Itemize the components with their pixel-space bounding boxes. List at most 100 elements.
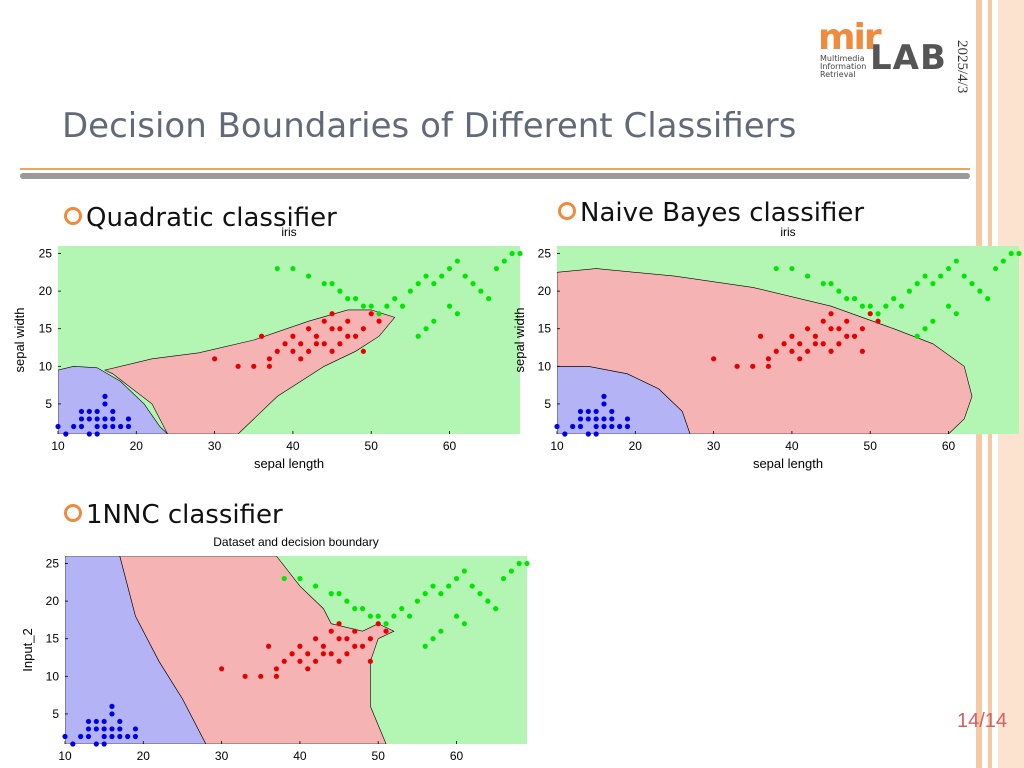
point-blue (63, 431, 69, 437)
x-tick-label: 20 (137, 749, 151, 763)
point-green (1008, 250, 1014, 257)
point-red (383, 628, 389, 634)
point-red (765, 356, 772, 362)
point-blue (624, 416, 631, 422)
point-red (851, 333, 858, 339)
point-green (524, 560, 530, 567)
point-red (312, 658, 319, 664)
point-green (406, 613, 413, 619)
point-green (836, 288, 842, 294)
x-tick-label: 40 (293, 749, 307, 763)
point-red (242, 673, 248, 679)
point-red (321, 341, 327, 347)
point-green (336, 591, 342, 597)
point-red (344, 636, 350, 642)
point-red (320, 651, 327, 657)
point-red (281, 658, 287, 664)
point-red (828, 311, 834, 317)
point-green (462, 273, 468, 279)
bullet-1nnc: 1NNC classifier (64, 500, 283, 530)
x-tick-label: 30 (215, 749, 229, 763)
point-red (258, 333, 265, 339)
point-blue (109, 711, 115, 717)
point-green (414, 598, 420, 604)
point-green (500, 575, 507, 582)
point-green (329, 281, 335, 287)
point-red (781, 341, 787, 347)
y-tick-label: 20 (39, 284, 53, 298)
region-red (557, 268, 973, 434)
point-red (298, 341, 304, 347)
point-green (431, 318, 437, 324)
x-tick-label: 10 (51, 439, 65, 453)
x-axis-label: sepal length (753, 456, 823, 471)
point-blue (94, 423, 100, 430)
point-green (376, 311, 382, 317)
x-tick-label: 50 (864, 439, 878, 453)
point-red (359, 643, 366, 649)
point-red (797, 356, 803, 362)
point-green (953, 311, 959, 317)
point-blue (78, 423, 85, 430)
point-red (367, 636, 373, 642)
point-green (891, 296, 897, 302)
point-blue (85, 718, 92, 725)
plot-area (58, 246, 520, 434)
point-red (313, 341, 320, 347)
point-blue (109, 726, 115, 732)
point-blue (585, 408, 591, 415)
point-blue (70, 741, 76, 747)
point-red (875, 318, 881, 324)
point-green (820, 281, 826, 287)
point-green (415, 281, 421, 287)
point-green (470, 281, 476, 287)
point-green (328, 591, 334, 597)
point-green (423, 273, 429, 279)
point-green (493, 265, 500, 272)
point-red (266, 363, 273, 369)
point-green (875, 311, 881, 317)
point-green (1000, 258, 1006, 264)
point-green (461, 621, 467, 627)
point-green (485, 598, 491, 604)
point-green (367, 613, 373, 619)
point-red (329, 311, 335, 317)
point-red (289, 651, 295, 657)
point-red (352, 643, 358, 649)
point-green (392, 296, 398, 302)
point-red (797, 341, 803, 347)
point-green (415, 333, 421, 339)
point-red (828, 326, 834, 332)
point-red (297, 658, 303, 664)
point-green (478, 288, 484, 294)
point-red (312, 636, 319, 642)
point-green (953, 258, 959, 264)
x-tick-label: 10 (550, 439, 564, 453)
point-blue (609, 408, 615, 415)
point-red (328, 628, 334, 634)
point-blue (55, 423, 61, 430)
point-red (867, 311, 873, 317)
x-tick-label: 40 (286, 439, 300, 453)
point-blue (593, 423, 599, 430)
point-green (828, 281, 834, 287)
x-tick-label: 40 (785, 439, 799, 453)
point-green (384, 303, 390, 309)
point-blue (101, 726, 107, 732)
point-blue (93, 741, 99, 747)
point-green (469, 583, 475, 589)
point-red (859, 348, 865, 354)
point-green (773, 265, 779, 272)
point-red (844, 318, 850, 324)
y-tick-label: 5 (45, 397, 52, 411)
point-blue (117, 718, 123, 725)
point-red (212, 356, 218, 362)
point-green (922, 273, 928, 279)
point-red (812, 341, 819, 347)
point-green (345, 296, 351, 302)
point-red (305, 348, 312, 354)
point-red (812, 333, 819, 339)
point-blue (86, 431, 92, 437)
point-red (305, 326, 312, 332)
point-green (486, 296, 492, 302)
